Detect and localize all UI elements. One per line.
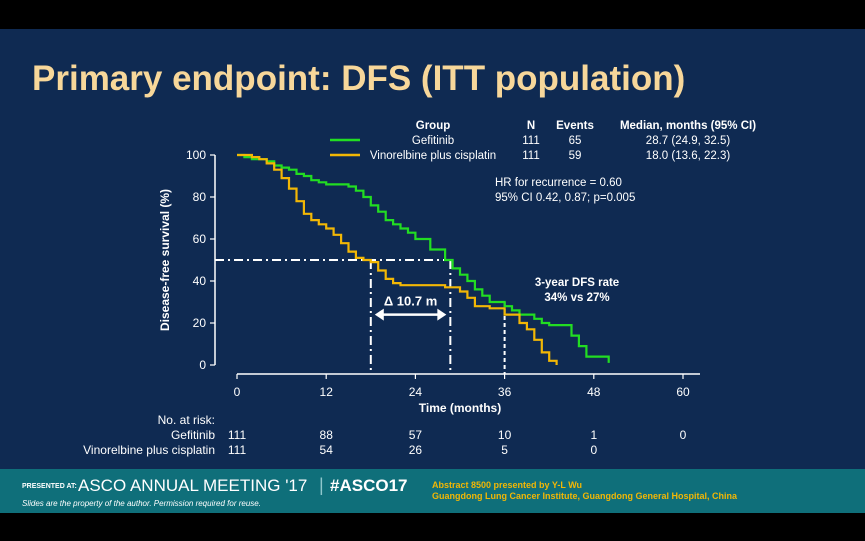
legend-header-median: Median, months (95% CI) — [620, 120, 756, 132]
legend-header-n: N — [527, 120, 535, 132]
abstract-credit: Abstract 8500 presented by Y-L Wu — [432, 480, 583, 490]
y-tick-label: 40 — [193, 274, 207, 288]
hr-annotation: HR for recurrence = 0.60 — [495, 177, 622, 189]
legend-events-value: 59 — [569, 150, 582, 162]
y-tick-label: 0 — [199, 358, 206, 372]
y-tick-label: 80 — [193, 190, 207, 204]
risk-count: 26 — [409, 443, 423, 457]
series-gefitinib-curve — [237, 153, 610, 363]
footer-divider: | — [319, 475, 324, 495]
risk-count: 111 — [228, 443, 247, 457]
risk-count: 0 — [590, 443, 597, 457]
legend-series-name: Gefitinib — [412, 135, 454, 147]
x-axis-title: Time (months) — [419, 401, 501, 415]
survival-curves — [237, 153, 610, 365]
y-tick-label: 20 — [193, 316, 207, 330]
hashtag: #ASCO17 — [330, 476, 408, 495]
risk-count: 5 — [501, 443, 508, 457]
y-tick-label: 100 — [186, 148, 206, 162]
chart-annotations: Δ 10.7 m HR for recurrence = 0.60 95% CI 0… — [374, 177, 635, 321]
chart-legend: Group N Events Median, months (95% CI) Gefit… — [330, 120, 756, 162]
delta-arrow-left-head — [374, 308, 384, 321]
hr-ci-annotation: 95% CI 0.42, 0.87; p=0.005 — [495, 192, 635, 204]
x-tick-label: 0 — [234, 385, 241, 399]
legend-header-events: Events — [556, 120, 594, 132]
legend-n-value: 111 — [522, 135, 539, 147]
y-tick-label: 60 — [193, 232, 207, 246]
x-tick-label: 12 — [320, 385, 334, 399]
risk-table: No. at risk:Gefitinib 111 88 57 10 1 0Vinorelb… — [83, 413, 687, 457]
risk-row-label: Vinorelbine plus cisplatin — [83, 443, 215, 457]
meeting-name: ASCO ANNUAL MEETING '17 — [78, 476, 308, 495]
legend-median-value: 28.7 (24.9, 32.5) — [646, 135, 731, 147]
risk-count: 10 — [498, 428, 512, 442]
risk-count: 1 — [590, 428, 597, 442]
disclaimer: Slides are the property of the author. P… — [22, 499, 261, 508]
legend-series-name: Vinorelbine plus cisplatin — [370, 150, 496, 162]
slide-title: Primary endpoint: DFS (ITT population) — [32, 59, 686, 98]
dfs-rate-values: 34% vs 27% — [544, 292, 609, 304]
x-tick-label: 48 — [587, 385, 601, 399]
legend-events-value: 65 — [569, 135, 582, 147]
legend-header-group: Group — [416, 120, 451, 132]
presented-at-label: PRESENTED AT: — [22, 483, 77, 490]
risk-count: 88 — [320, 428, 334, 442]
risk-count: 0 — [680, 428, 687, 442]
footer-banner: PRESENTED AT: ASCO ANNUAL MEETING '17 | … — [0, 469, 865, 513]
delta-label: Δ 10.7 m — [384, 294, 437, 309]
legend-n-value: 111 — [522, 150, 539, 162]
risk-table-header: No. at risk: — [158, 413, 215, 427]
legend-median-value: 18.0 (13.6, 22.3) — [646, 150, 731, 162]
institute-credit: Guangdong Lung Cancer Institute, Guangdo… — [432, 491, 738, 501]
dfs-rate-annotation: 3-year DFS rate — [535, 277, 619, 289]
risk-count: 57 — [409, 428, 423, 442]
slide: Primary endpoint: DFS (ITT population) 0… — [0, 29, 865, 513]
chart-axes: 0 20 40 60 80 100 0 12 24 36 48 60 Time (months) Dise… — [158, 148, 700, 415]
x-tick-label: 60 — [676, 385, 690, 399]
reference-lines — [215, 259, 506, 374]
y-axis-title: Disease-free survival (%) — [158, 189, 172, 331]
delta-arrow-right-head — [437, 308, 447, 321]
risk-count: 111 — [228, 428, 247, 442]
series-vinorelbine-curve — [237, 153, 558, 365]
x-tick-label: 36 — [498, 385, 512, 399]
x-tick-label: 24 — [409, 385, 423, 399]
risk-row-label: Gefitinib — [171, 428, 215, 442]
risk-count: 54 — [320, 443, 334, 457]
